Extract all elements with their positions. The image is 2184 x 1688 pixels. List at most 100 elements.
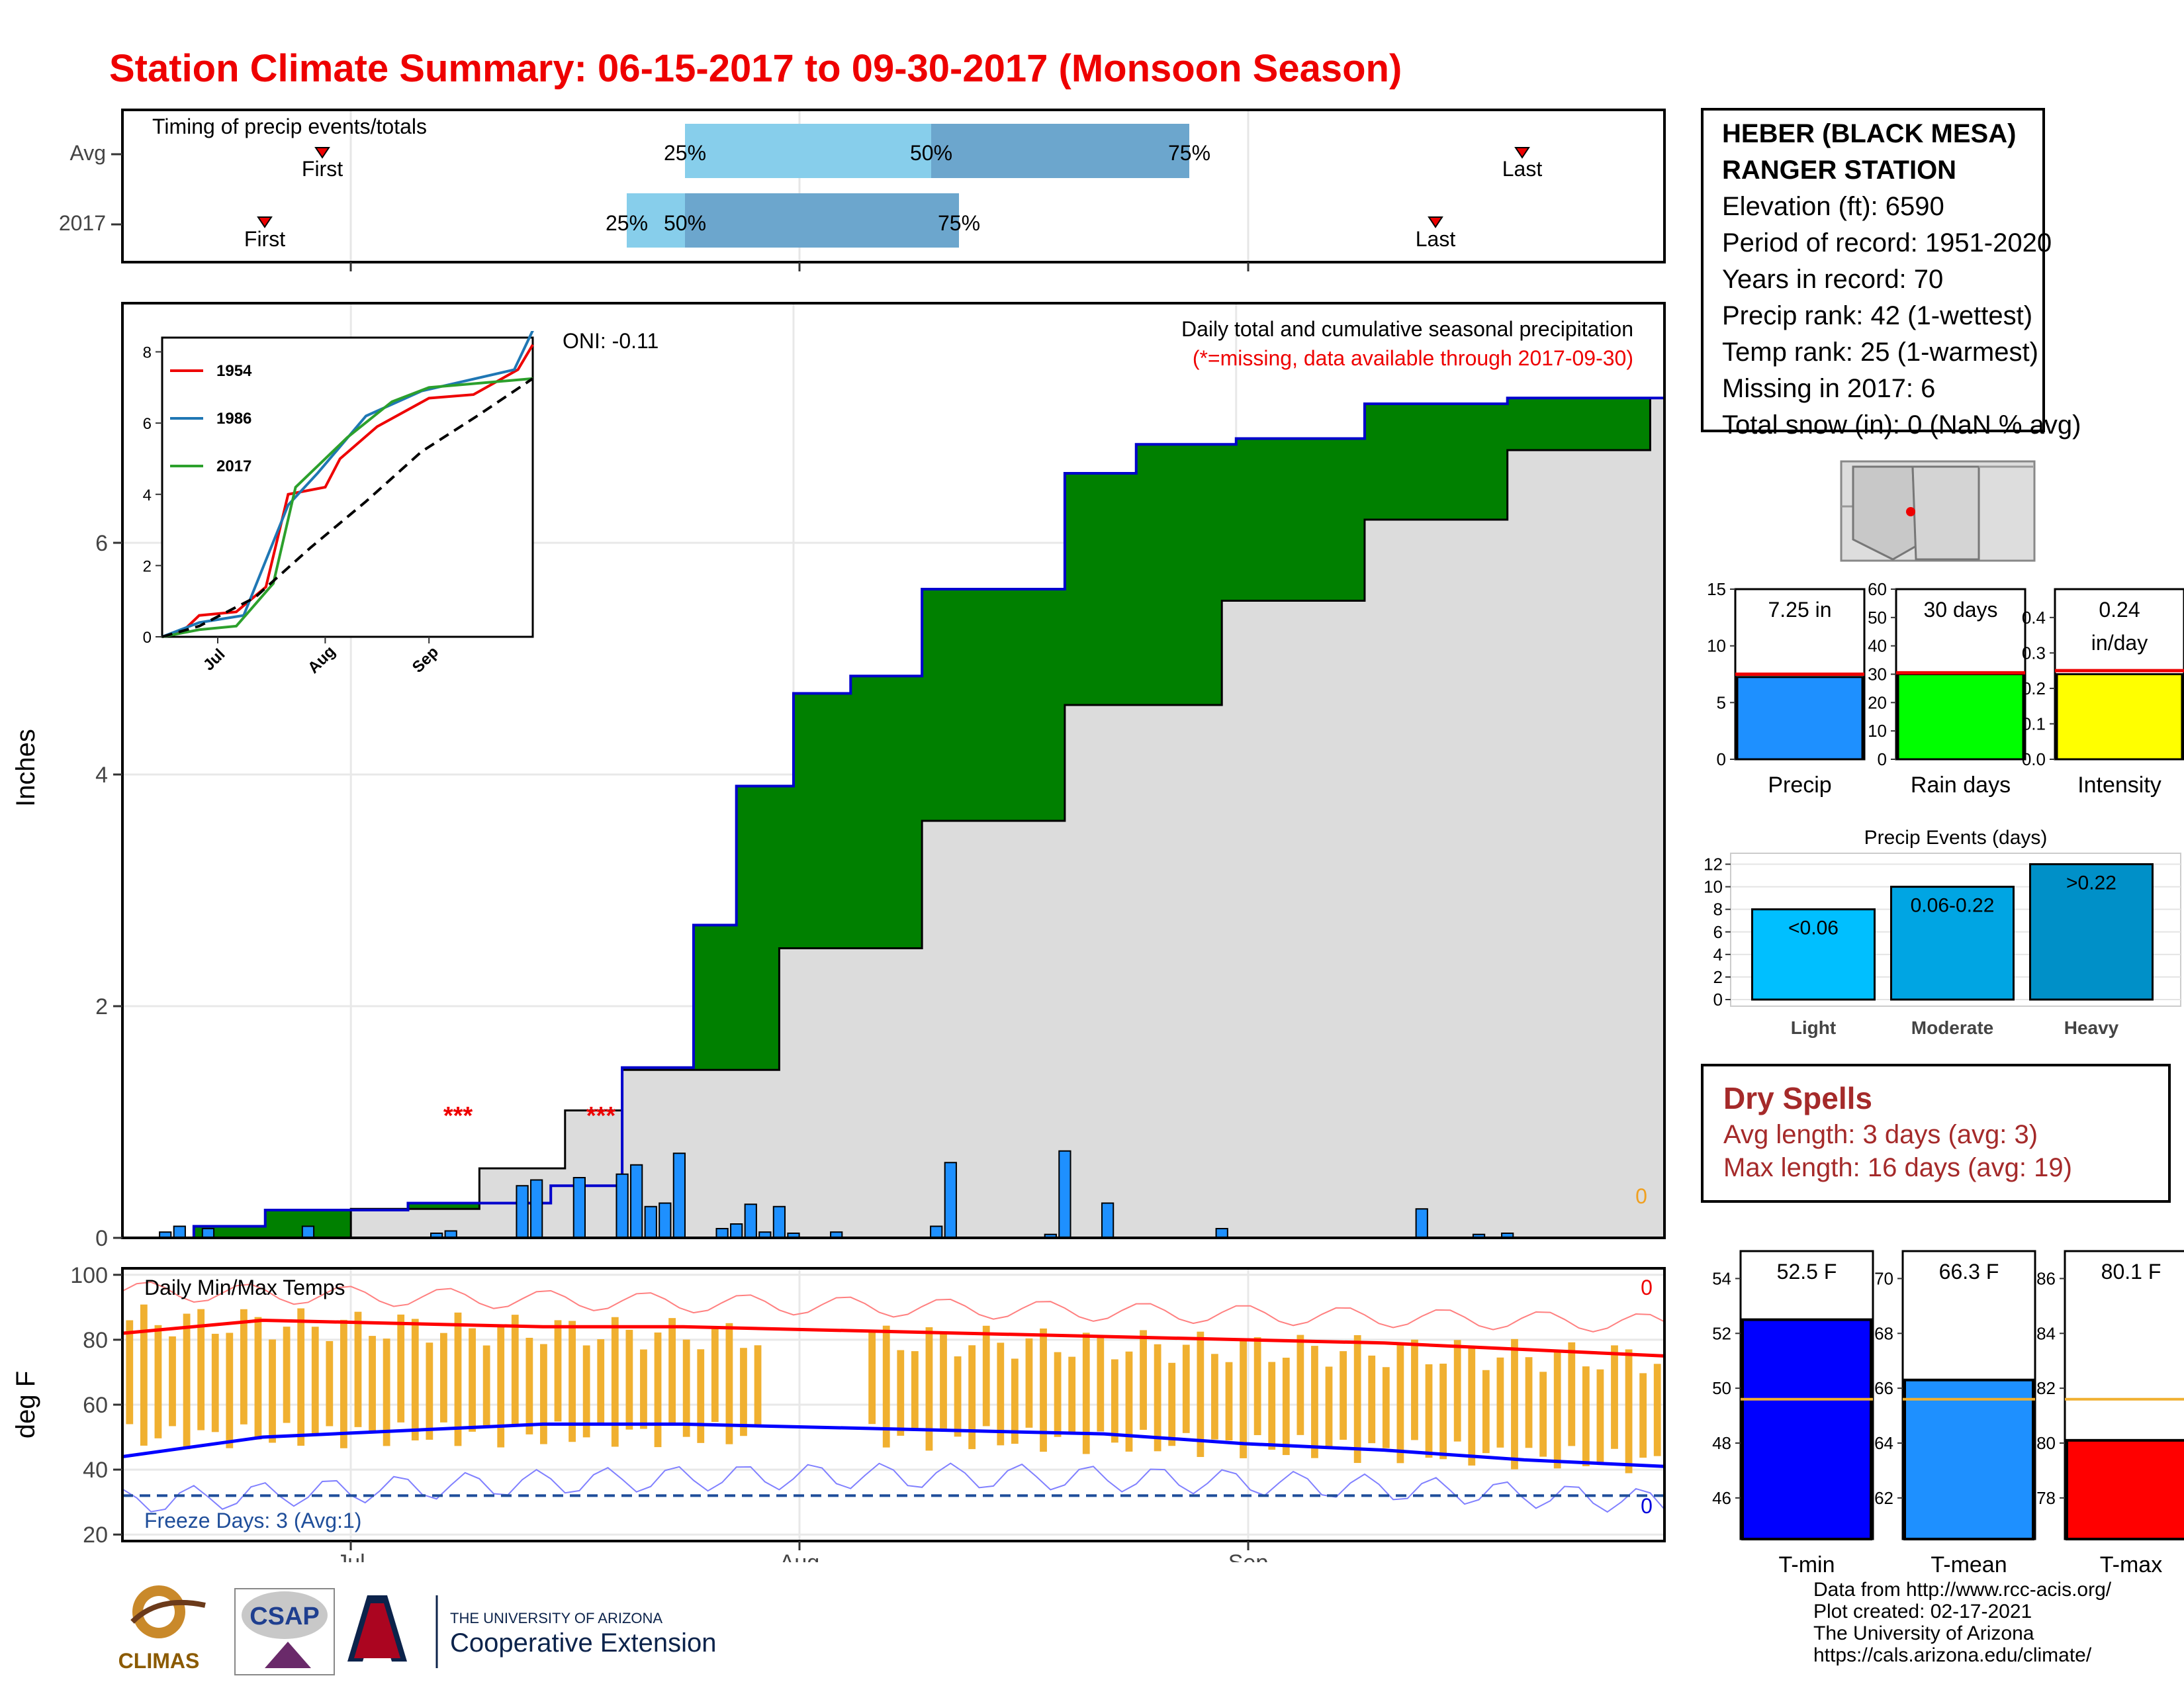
daily-temp-bar — [469, 1328, 476, 1432]
inset-legend-label: 2017 — [216, 457, 251, 475]
daily-temp-bar — [1025, 1338, 1033, 1428]
daily-precip-bar — [615, 1173, 629, 1239]
summary-label: Intensity — [2077, 773, 2161, 798]
daily-temp-bar — [1140, 1330, 1147, 1430]
daily-temp-bar — [183, 1313, 191, 1450]
precip-note-missing: (*=missing, data available through 2017-… — [1193, 346, 1633, 370]
max-count-label: 0 — [1641, 1276, 1653, 1299]
daily-temp-bar — [525, 1337, 533, 1434]
logos: CLIMAS CSAP THE UNIVERSITY OF ARIZONA Co… — [118, 1585, 716, 1675]
inset-xtick-label: Aug — [304, 643, 339, 677]
daily-temp-bar — [1468, 1347, 1476, 1466]
daily-temp-bar — [1325, 1366, 1333, 1450]
credit-date: Plot created: 02-17-2021 — [1813, 1601, 2032, 1622]
station-elevation: Elevation (ft): 6590 — [1722, 192, 1944, 221]
daily-temp-bar — [611, 1317, 619, 1447]
daily-temp-bar — [968, 1345, 976, 1450]
daily-temp-bar — [1268, 1362, 1276, 1450]
station-snow: Total snow (in): 0 (NaN % avg) — [1722, 410, 2081, 440]
y2017-first-marker — [257, 216, 273, 228]
xtick-aug: Aug — [780, 1550, 820, 1562]
events-title: Precip Events (days) — [1864, 827, 2048, 849]
daily-temp-bar — [340, 1319, 347, 1448]
temp-label: Daily Min/Max Temps — [144, 1276, 345, 1299]
temp-summary-bar-t-min — [1741, 1318, 1872, 1540]
row-label-2017: 2017 — [59, 211, 106, 235]
events-bar-label: Moderate — [1911, 1017, 1993, 1038]
summary-value: in/day — [2091, 631, 2148, 655]
dry-spells-avg: Avg length: 3 days (avg: 3) — [1723, 1120, 2038, 1149]
daily-temp-bar — [254, 1317, 262, 1440]
daily-temp-bar — [1525, 1357, 1533, 1448]
avg-last-marker — [1514, 147, 1530, 159]
xtick-jul: Jul — [336, 1550, 365, 1562]
daily-temp-bar — [982, 1325, 990, 1427]
summary-ytick-label: 10 — [1707, 636, 1726, 656]
inset-ytick-label: 0 — [143, 629, 152, 647]
summary-value: 7.25 in — [1768, 598, 1831, 622]
temp-summary-bar-t-max — [2066, 1438, 2184, 1540]
temp-summary-value: 80.1 F — [2101, 1260, 2161, 1284]
daily-precip-bar — [1101, 1202, 1115, 1239]
summary-ytick-label: 0.1 — [2022, 714, 2046, 733]
avg-cumulative-line — [122, 397, 1664, 1239]
ytick-label: 4 — [95, 763, 108, 788]
summary-value: 0.24 — [2099, 598, 2140, 622]
summary-ytick-label: 10 — [1868, 721, 1887, 741]
daily-temp-bar — [1482, 1370, 1490, 1454]
ua-logo: THE UNIVERSITY OF ARIZONA Cooperative Ex… — [347, 1595, 716, 1668]
ytick-label: 2 — [95, 994, 108, 1019]
inset-ytick-label: 4 — [143, 487, 152, 504]
events-ytick-label: 12 — [1704, 855, 1723, 874]
daily-temp-bar — [954, 1356, 962, 1437]
inset-chart: 1954 1986 2017 0 2 4 6 8 Jul Aug Sep — [143, 331, 534, 677]
events-ytick-label: 8 — [1713, 900, 1723, 919]
daily-temp-bar — [1168, 1362, 1176, 1446]
daily-temp-bar — [1197, 1331, 1205, 1458]
avg-q75-label: 75% — [1168, 141, 1210, 165]
daily-precip-bar — [730, 1223, 743, 1239]
daily-temp-bar — [269, 1339, 276, 1443]
summary-ytick-label: 0 — [1717, 749, 1726, 769]
daily-temp-bar — [1125, 1351, 1133, 1452]
station-temp-rank: Temp rank: 25 (1-warmest) — [1722, 338, 2038, 367]
inset-xtick-label: Jul — [200, 645, 229, 675]
y2017-q25-label: 25% — [606, 211, 648, 235]
temp-summary-ytick-label: 46 — [1712, 1488, 1731, 1508]
temp-summary-ytick-label: 86 — [2036, 1268, 2056, 1288]
daily-temp-bar — [1439, 1364, 1447, 1460]
daily-temp-bar — [1054, 1352, 1062, 1437]
daily-precip-bar — [630, 1164, 643, 1239]
summary-ytick-label: 40 — [1868, 636, 1887, 656]
temp-summary-bars: 46 48 50 52 54 52.5 F T-min 62 64 66 68 70 66.3 F T-m… — [1712, 1250, 2184, 1577]
avg-q1-box — [685, 124, 931, 178]
daily-temp-bar — [1154, 1344, 1161, 1452]
daily-temp-bar — [1582, 1366, 1590, 1466]
daily-precip-bar — [516, 1185, 529, 1239]
temp-panel: 100 80 60 40 20 Daily Min/Max Temps Freeze D… — [11, 1263, 1666, 1562]
daily-temp-bar — [1282, 1358, 1290, 1456]
daily-precip-bar — [301, 1225, 315, 1239]
inset-line-1954 — [161, 344, 534, 638]
events-bar-light — [1751, 908, 1876, 1001]
daily-temp-bar — [925, 1327, 933, 1451]
daily-precip-bar — [644, 1205, 657, 1239]
events-ytick-label: 4 — [1713, 945, 1723, 964]
temp-summary-ytick-label: 84 — [2036, 1323, 2056, 1343]
daily-temp-bar — [868, 1332, 876, 1425]
summary-ytick-label: 50 — [1868, 608, 1887, 628]
daily-temp-bar — [640, 1349, 647, 1429]
ytick-label: 6 — [95, 531, 108, 556]
station-precip-rank: Precip rank: 42 (1-wettest) — [1722, 301, 2033, 330]
y2017-q1-box — [627, 193, 685, 248]
daily-temp-bar — [1097, 1335, 1105, 1432]
events-ytick-label: 0 — [1713, 990, 1723, 1009]
daily-temp-bar — [897, 1350, 905, 1436]
daily-temp-bar — [1340, 1351, 1347, 1440]
summary-ytick-label: 0 — [1878, 749, 1887, 769]
station-name-2: RANGER STATION — [1722, 156, 1957, 185]
daily-temp-bar — [940, 1333, 947, 1430]
daily-temp-bar — [1253, 1337, 1261, 1435]
daily-temp-bar — [197, 1309, 205, 1430]
daily-temp-bar — [911, 1351, 919, 1429]
